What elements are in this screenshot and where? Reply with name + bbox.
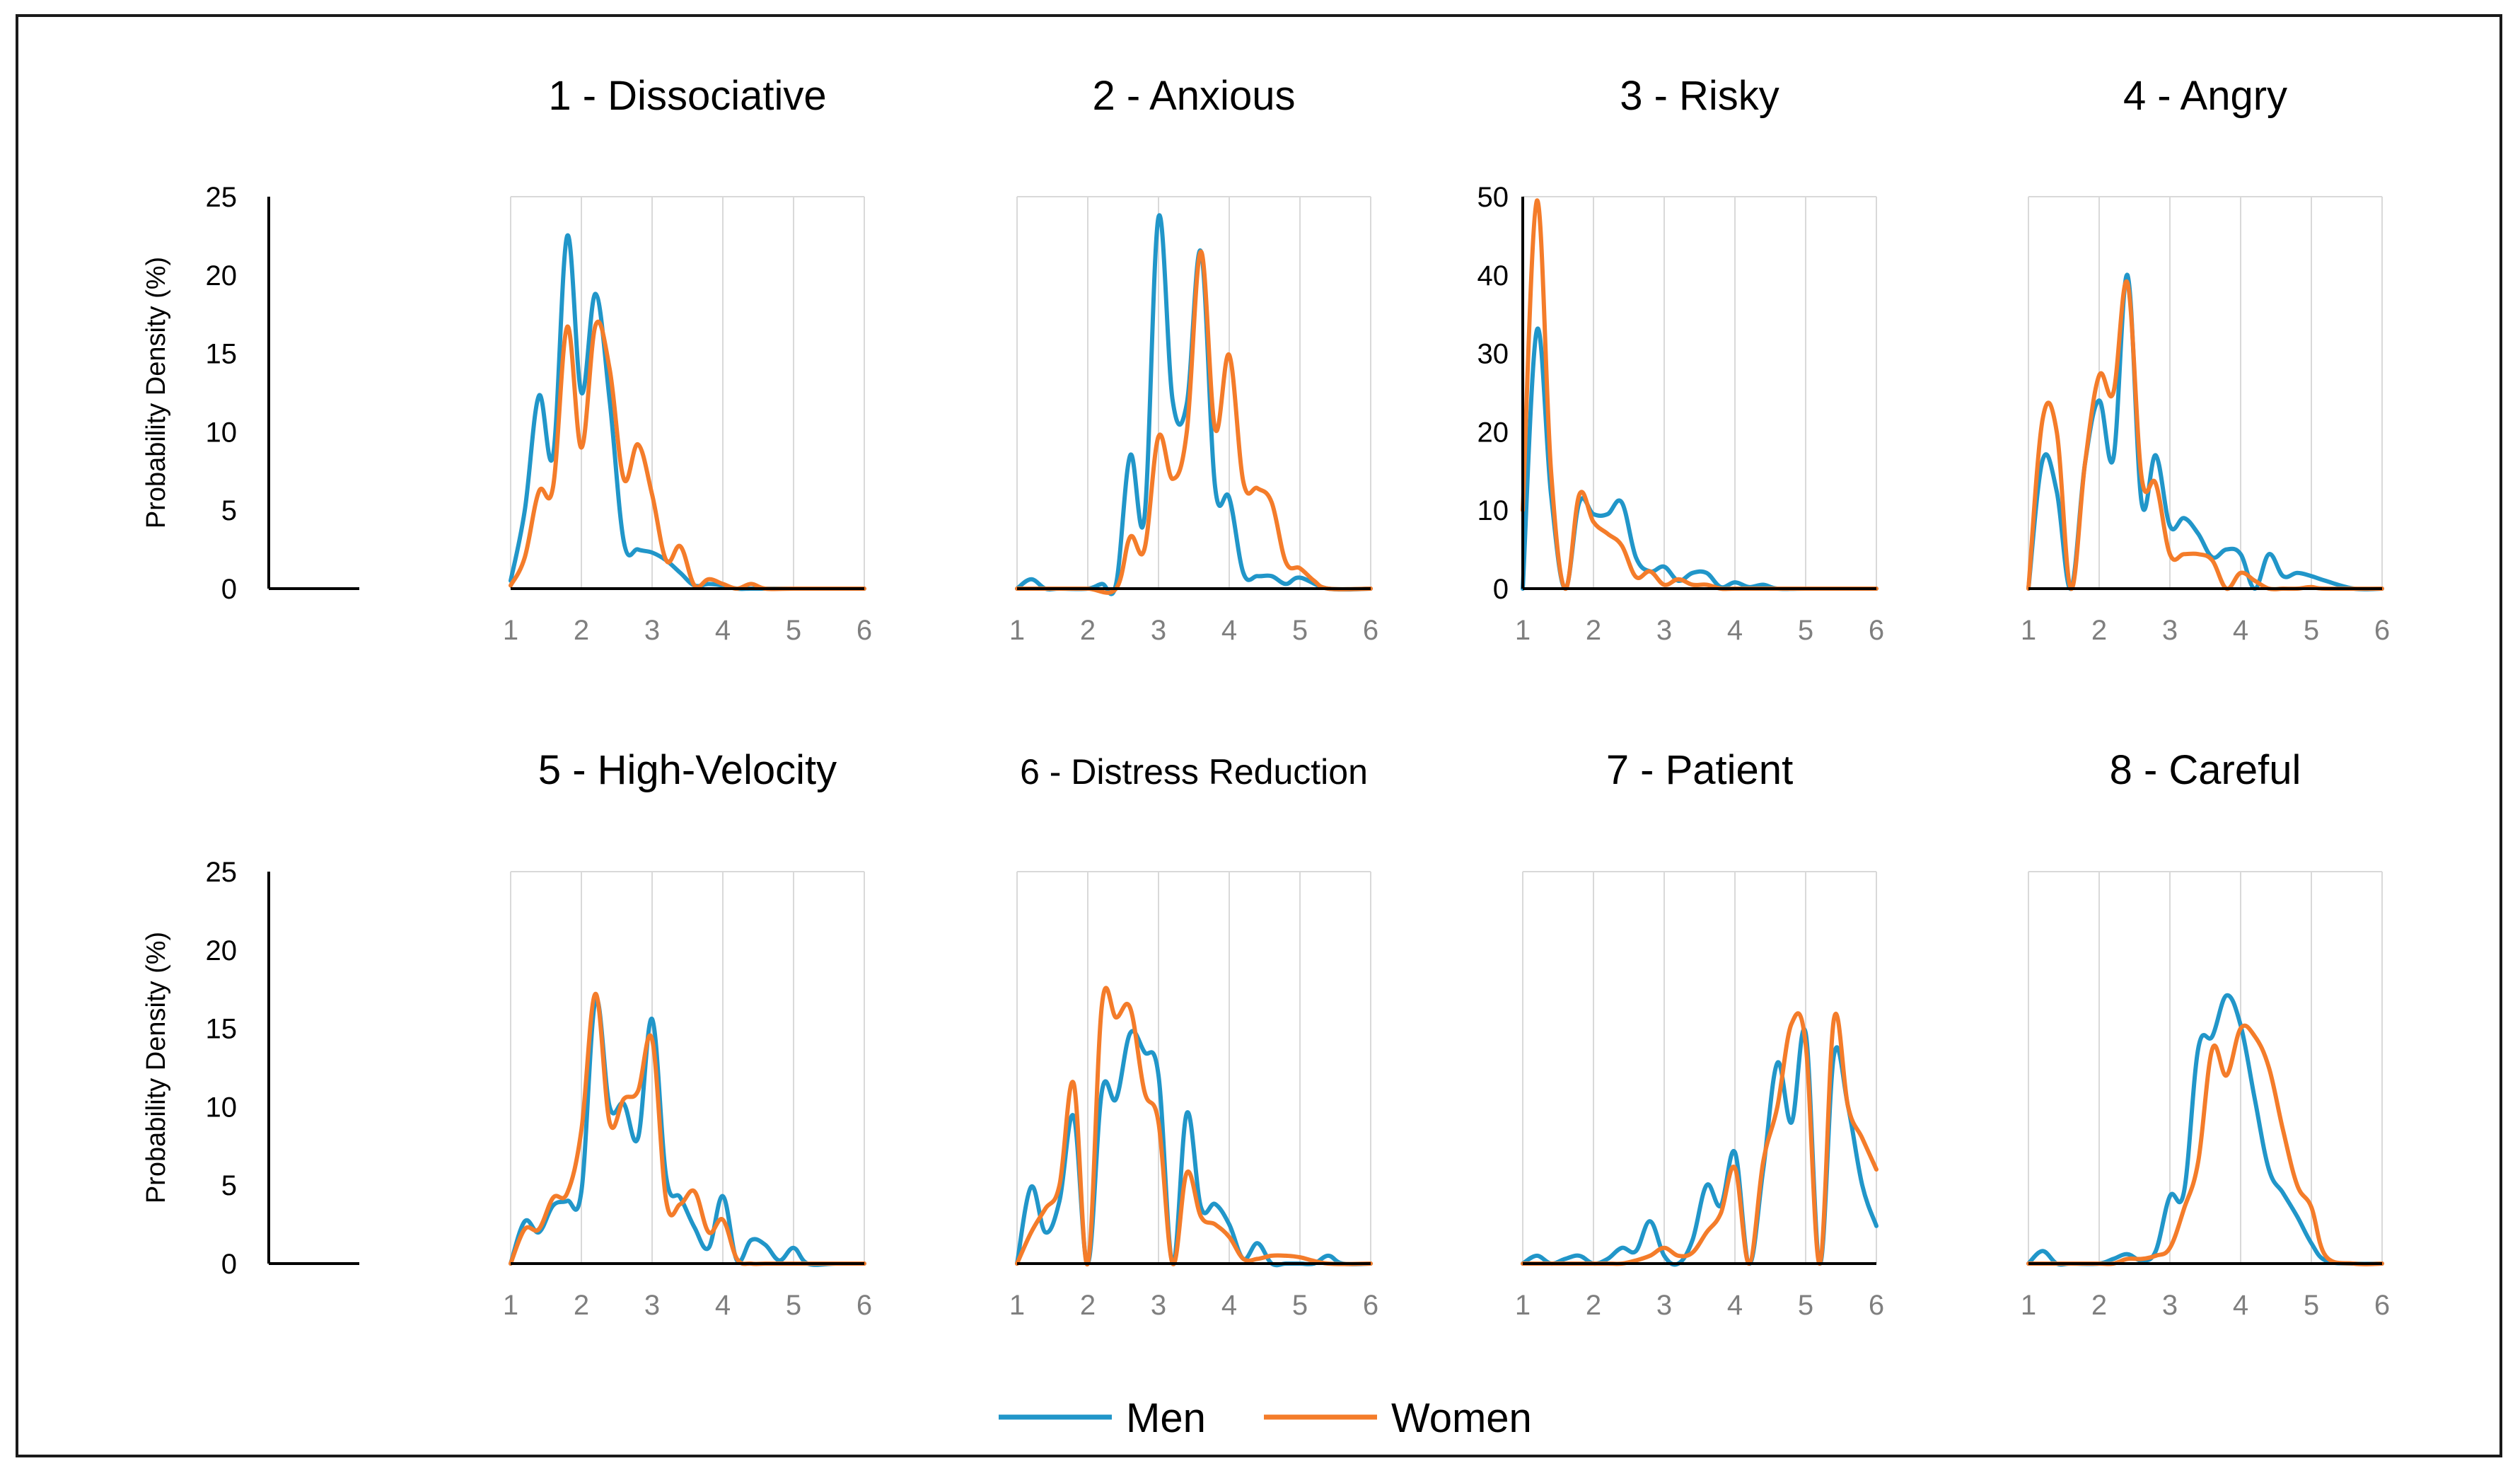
chart-2-xtick-label: 6 [1363, 615, 1378, 646]
chart-5-y-axis-label: Probability Density (%) [141, 932, 171, 1203]
chart-7-series-women [1521, 1011, 1879, 1266]
chart-8-xtick-label: 2 [2091, 1290, 2107, 1321]
chart-7-xtick-label: 2 [1586, 1290, 1601, 1321]
chart-3-ytick-label: 10 [1477, 495, 1509, 526]
chart-1-title: 1 - Dissociative [548, 73, 826, 119]
chart-1-ytick-label: 20 [206, 260, 238, 291]
chart-4-xtick-label: 4 [2233, 615, 2248, 646]
chart-6-xtick-label: 3 [1151, 1290, 1166, 1321]
chart-3-xtick-label: 3 [1656, 615, 1672, 646]
chart-8-xtick-label: 1 [2021, 1290, 2036, 1321]
chart-6-series-men [1015, 1029, 1373, 1268]
chart-3-xtick-label: 6 [1869, 615, 1884, 646]
chart-1-y-axis-label: Probability Density (%) [141, 257, 171, 528]
chart-7-xtick-label: 4 [1727, 1290, 1743, 1321]
chart-7-xtick-label: 1 [1515, 1290, 1531, 1321]
chart-3-series-women [1521, 198, 1879, 591]
chart-1-ytick-label: 0 [221, 574, 237, 605]
chart-3-ytick-label: 0 [1493, 574, 1509, 605]
chart-3-title: 3 - Risky [1620, 73, 1779, 119]
chart-8-xtick-label: 4 [2233, 1290, 2248, 1321]
chart-5-xtick-label: 2 [574, 1290, 589, 1321]
chart-5-xtick-label: 3 [644, 1290, 660, 1321]
chart-8-xtick-label: 6 [2374, 1290, 2390, 1321]
chart-4-xtick-label: 1 [2021, 615, 2036, 646]
chart-7-xtick-label: 6 [1869, 1290, 1884, 1321]
chart-5-xtick-label: 1 [503, 1290, 518, 1321]
chart-7-title: 7 - Patient [1606, 747, 1793, 793]
chart-5-xtick-label: 4 [715, 1290, 731, 1321]
chart-1-ytick-label: 5 [221, 495, 237, 526]
chart-5-xtick-label: 6 [857, 1290, 872, 1321]
chart-4-xtick-label: 6 [2374, 615, 2390, 646]
chart-2-series-women [1015, 249, 1373, 595]
chart-7-xtick-label: 5 [1798, 1290, 1813, 1321]
chart-4-title: 4 - Angry [2123, 73, 2287, 119]
chart-3-ytick-label: 50 [1477, 182, 1509, 213]
chart-1-ytick-label: 15 [206, 339, 238, 370]
chart-6-series-women [1015, 986, 1373, 1266]
chart-7-xtick-label: 3 [1656, 1290, 1672, 1321]
chart-3-ytick-label: 40 [1477, 260, 1509, 291]
chart-5-series-women [509, 991, 866, 1266]
chart-4-xtick-label: 3 [2162, 615, 2178, 646]
chart-8-xtick-label: 5 [2304, 1290, 2319, 1321]
chart-6-title: 6 - Distress Reduction [1020, 752, 1368, 792]
chart-1-xtick-label: 6 [857, 615, 872, 646]
chart-3-ytick-label: 30 [1477, 339, 1509, 370]
chart-5-ytick-label: 20 [206, 935, 238, 966]
chart-5-ytick-label: 0 [221, 1249, 237, 1280]
chart-5-title: 5 - High-Velocity [538, 747, 837, 793]
chart-8-series-men [2026, 993, 2384, 1267]
chart-5-ytick-label: 5 [221, 1170, 237, 1201]
chart-4-xtick-label: 5 [2304, 615, 2319, 646]
chart-3-xtick-label: 2 [1586, 615, 1601, 646]
chart-1-ytick-label: 25 [206, 182, 238, 213]
chart-3-xtick-label: 5 [1798, 615, 1813, 646]
legend-men-label: Men [1126, 1395, 1206, 1441]
chart-5-ytick-label: 15 [206, 1014, 238, 1045]
chart-1-xtick-label: 4 [715, 615, 731, 646]
chart-8-title: 8 - Careful [2110, 747, 2301, 793]
chart-1-xtick-label: 1 [503, 615, 518, 646]
chart-2-series-men [1015, 213, 1373, 596]
chart-2-xtick-label: 1 [1009, 615, 1025, 646]
chart-3-xtick-label: 4 [1727, 615, 1743, 646]
chart-1-series-women [509, 319, 866, 591]
chart-2-xtick-label: 3 [1151, 615, 1166, 646]
chart-3-xtick-label: 1 [1515, 615, 1531, 646]
chart-3-series-men [1521, 326, 1879, 591]
figure-frame [16, 14, 2502, 1457]
chart-6-xtick-label: 5 [1292, 1290, 1308, 1321]
chart-1-ytick-label: 10 [206, 417, 238, 448]
chart-6-xtick-label: 6 [1363, 1290, 1378, 1321]
chart-6-xtick-label: 2 [1080, 1290, 1096, 1321]
chart-8-series-women [2026, 1023, 2384, 1266]
chart-1-xtick-label: 5 [786, 615, 801, 646]
chart-6-xtick-label: 4 [1221, 1290, 1237, 1321]
chart-2-xtick-label: 5 [1292, 615, 1308, 646]
chart-5-xtick-label: 5 [786, 1290, 801, 1321]
chart-1-series-men [509, 233, 866, 591]
chart-6-xtick-label: 1 [1009, 1290, 1025, 1321]
chart-5-series-men [509, 996, 866, 1267]
legend-women-label: Women [1391, 1395, 1532, 1441]
chart-8-xtick-label: 3 [2162, 1290, 2178, 1321]
chart-2-xtick-label: 2 [1080, 615, 1096, 646]
chart-5-ytick-label: 10 [206, 1092, 238, 1123]
chart-5-ytick-label: 25 [206, 857, 238, 888]
chart-4-series-men [2026, 272, 2384, 591]
chart-3-ytick-label: 20 [1477, 417, 1509, 448]
chart-2-title: 2 - Anxious [1093, 73, 1296, 119]
chart-4-xtick-label: 2 [2091, 615, 2107, 646]
chart-1-xtick-label: 2 [574, 615, 589, 646]
chart-1-xtick-label: 3 [644, 615, 660, 646]
chart-2-xtick-label: 4 [1221, 615, 1237, 646]
